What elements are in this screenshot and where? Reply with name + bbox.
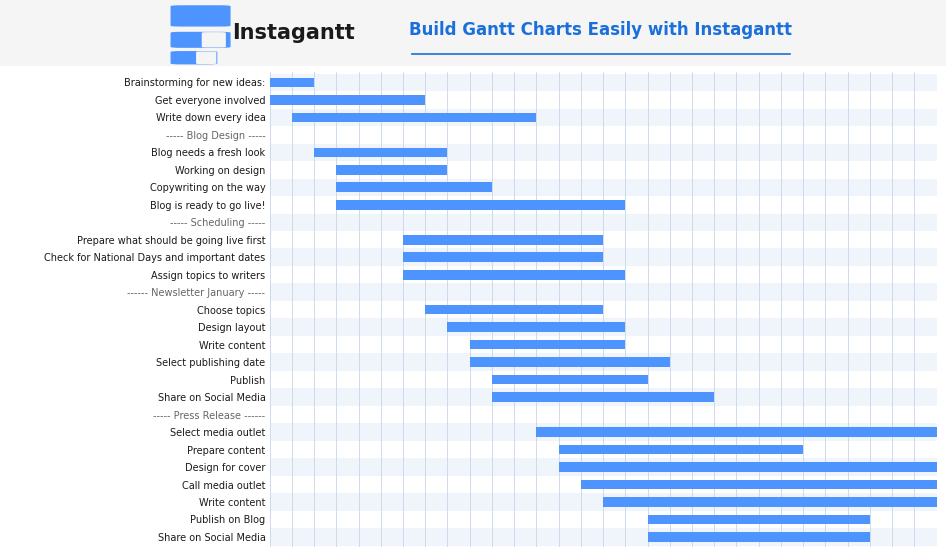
- Bar: [270, 301, 937, 319]
- Bar: [270, 248, 937, 266]
- Bar: [270, 528, 937, 546]
- Bar: [336, 182, 492, 192]
- Bar: [558, 462, 937, 472]
- Bar: [647, 532, 869, 542]
- Bar: [425, 305, 604, 315]
- Bar: [270, 424, 937, 441]
- Bar: [403, 235, 604, 244]
- Bar: [270, 91, 937, 108]
- Bar: [291, 113, 536, 122]
- Bar: [270, 108, 937, 126]
- Bar: [270, 196, 937, 213]
- Bar: [270, 476, 937, 493]
- Bar: [270, 371, 937, 388]
- Bar: [469, 340, 625, 349]
- Bar: [270, 284, 937, 301]
- Bar: [270, 179, 937, 196]
- Bar: [270, 406, 937, 424]
- FancyBboxPatch shape: [171, 52, 217, 64]
- Bar: [270, 441, 937, 458]
- Bar: [647, 515, 869, 524]
- Bar: [403, 270, 625, 279]
- Bar: [270, 95, 425, 105]
- FancyBboxPatch shape: [197, 52, 216, 64]
- Bar: [604, 497, 937, 507]
- Bar: [270, 213, 937, 231]
- Bar: [558, 445, 803, 455]
- Bar: [336, 165, 447, 175]
- FancyBboxPatch shape: [171, 33, 230, 47]
- Bar: [270, 144, 937, 161]
- Bar: [270, 74, 937, 91]
- Bar: [270, 126, 937, 144]
- Bar: [270, 231, 937, 248]
- Bar: [492, 375, 647, 384]
- Bar: [270, 77, 314, 87]
- Bar: [270, 319, 937, 336]
- Bar: [581, 479, 937, 489]
- Text: Build Gantt Charts Easily with Instagantt: Build Gantt Charts Easily with Instagant…: [410, 21, 792, 39]
- Bar: [403, 252, 604, 262]
- Bar: [270, 493, 937, 511]
- Bar: [314, 148, 447, 157]
- Bar: [492, 392, 714, 402]
- Bar: [270, 336, 937, 353]
- Bar: [270, 266, 937, 284]
- Bar: [270, 388, 937, 406]
- FancyBboxPatch shape: [171, 6, 230, 26]
- FancyBboxPatch shape: [202, 33, 225, 47]
- Bar: [336, 200, 625, 210]
- Bar: [270, 353, 937, 371]
- Bar: [270, 458, 937, 476]
- Text: Instagantt: Instagantt: [232, 23, 355, 43]
- Bar: [270, 161, 937, 179]
- Bar: [447, 322, 625, 332]
- Bar: [270, 511, 937, 528]
- Bar: [536, 427, 937, 437]
- Bar: [469, 357, 670, 367]
